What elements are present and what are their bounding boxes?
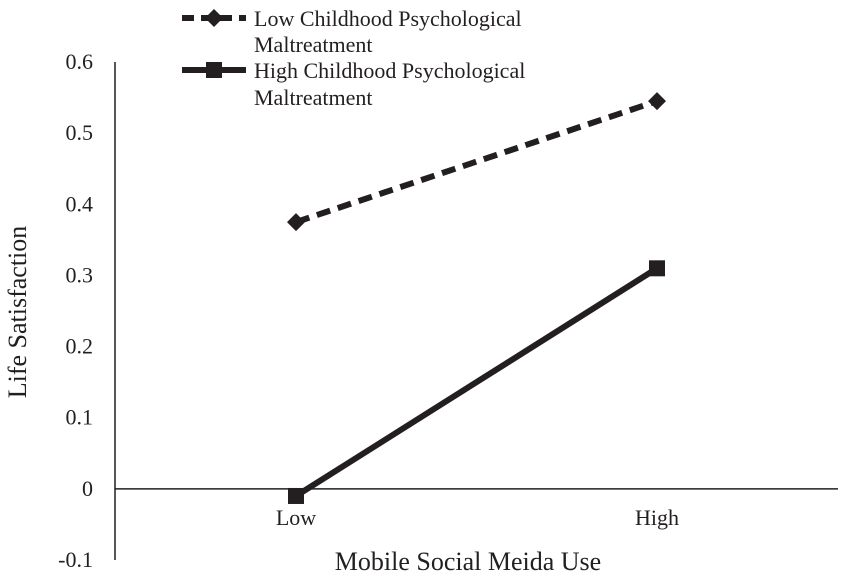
x-tick-label: High — [635, 505, 679, 530]
y-tick-label: 0 — [82, 476, 93, 501]
y-tick-label: 0.1 — [66, 405, 94, 430]
legend-marker-square — [206, 62, 222, 78]
x-tick-label: Low — [276, 505, 316, 530]
y-tick-label: 0.6 — [66, 49, 94, 74]
y-tick-label: 0.4 — [66, 191, 94, 216]
y-tick-label: 0.2 — [66, 334, 94, 359]
series-line — [294, 265, 659, 499]
series-layer — [287, 92, 666, 504]
series-line — [295, 98, 658, 225]
data-point-diamond — [648, 92, 666, 111]
legend-label: Maltreatment — [254, 32, 373, 57]
data-point-square — [288, 487, 304, 504]
legend: Low Childhood PsychologicalMaltreatmentH… — [182, 6, 525, 110]
legend-label: Low Childhood Psychological — [254, 6, 522, 31]
data-point-diamond — [287, 213, 305, 232]
y-tick-label: 0.3 — [66, 262, 94, 287]
y-axis-title: Life Satisfaction — [3, 226, 32, 399]
legend-label: Maltreatment — [254, 85, 373, 110]
series-low-maltreatment — [287, 92, 666, 232]
y-tick-label: 0.5 — [66, 120, 94, 145]
x-axis-title: Mobile Social Meida Use — [335, 547, 601, 576]
axes-layer: 0.6 0.5 0.4 0.3 0.2 0.1 0 -0.1 Low High — [58, 49, 838, 572]
legend-label: High Childhood Psychological — [254, 58, 525, 83]
y-tick-label: -0.1 — [58, 547, 93, 572]
legend-marker-diamond — [205, 9, 223, 27]
data-point-square — [649, 260, 665, 277]
series-high-maltreatment — [288, 260, 665, 504]
